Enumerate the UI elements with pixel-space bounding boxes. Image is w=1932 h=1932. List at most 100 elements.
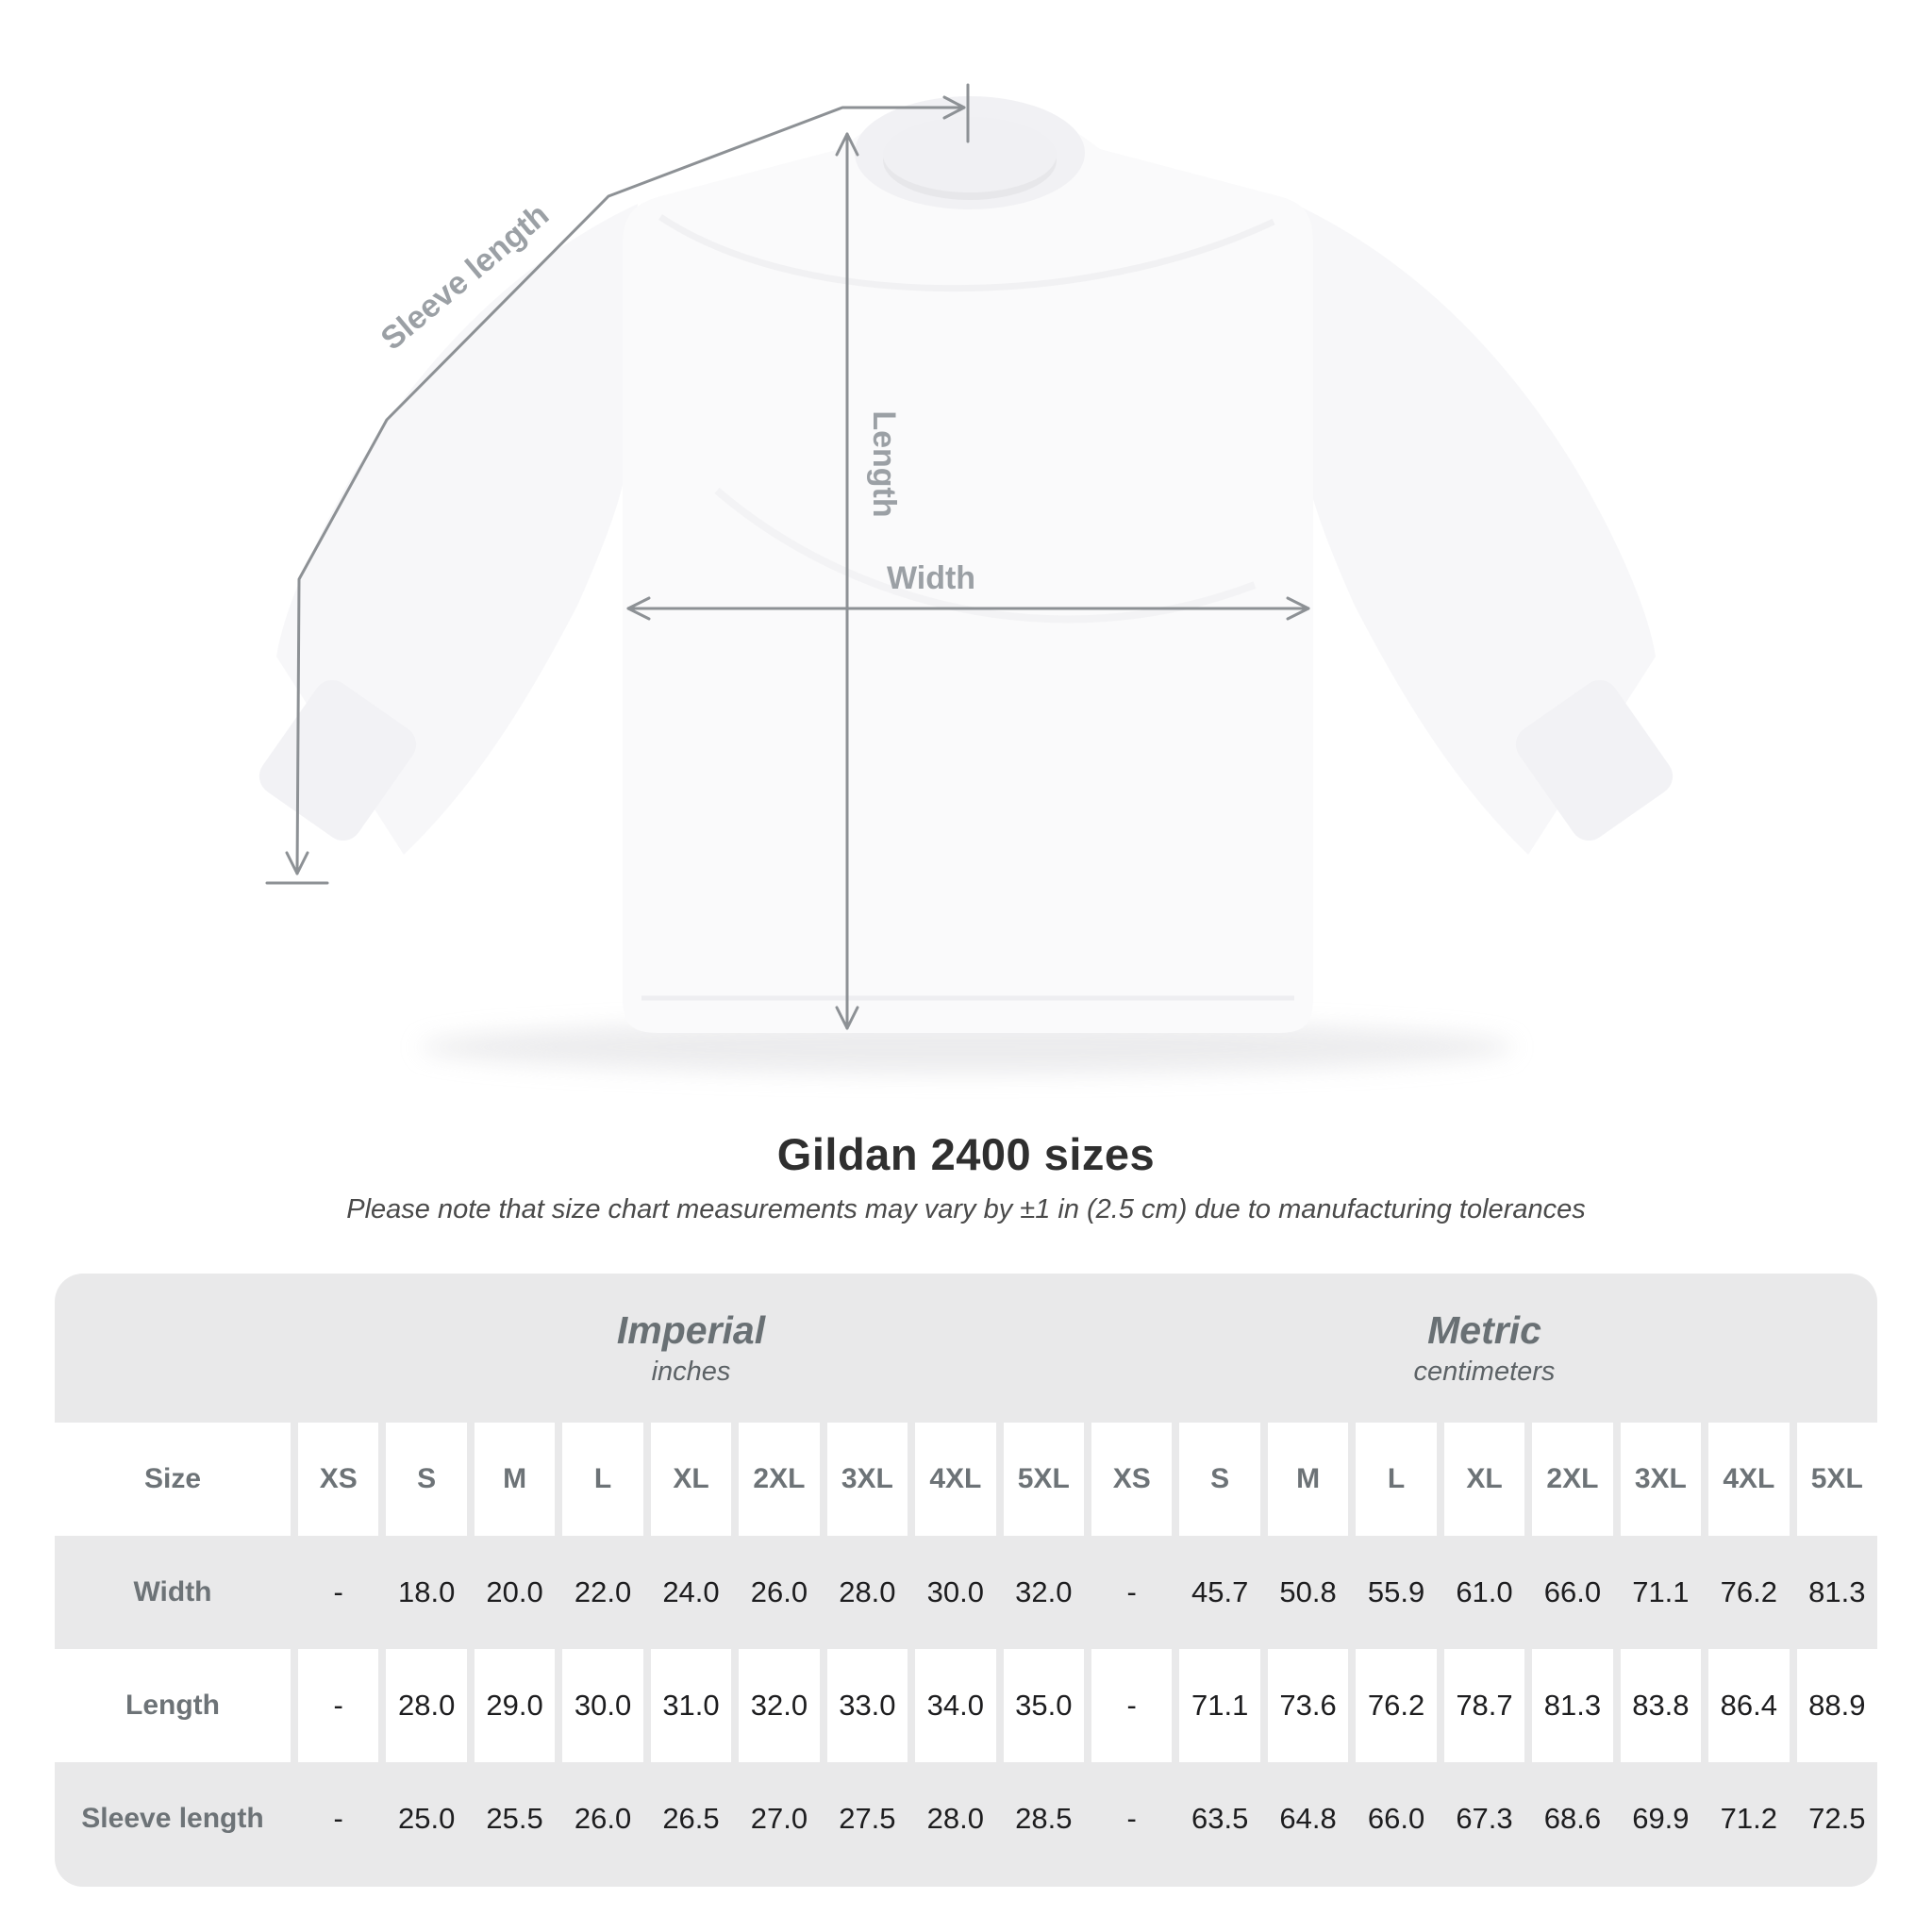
table-row-sleeve-length: Sleeve length - 25.0 25.5 26.0 26.5 27.0 27.5 28…: [55, 1762, 1877, 1875]
metric-value-cell: 76.2: [1720, 1575, 1777, 1608]
size-column-header-metric-3xl: 3XL: [1620, 1423, 1702, 1536]
imperial-value-cell: 30.0: [926, 1575, 984, 1608]
metric-value-cell: 76.2: [1356, 1649, 1437, 1762]
row-label: Width: [133, 1576, 212, 1607]
imperial-value-cell: 25.5: [486, 1802, 543, 1835]
size-column-header-metric-m: M: [1267, 1423, 1349, 1536]
imperial-unit: inches: [651, 1357, 731, 1387]
metric-unit: centimeters: [1413, 1357, 1556, 1387]
metric-value-cell: 83.8: [1620, 1649, 1702, 1762]
size-header-cell: Size: [55, 1423, 291, 1536]
imperial-value-cell: 28.0: [386, 1649, 467, 1762]
metric-value-cell: 66.0: [1543, 1575, 1602, 1608]
imperial-value-cell: 34.0: [915, 1649, 996, 1762]
imperial-value-cell: -: [333, 1802, 343, 1835]
size-column-header-imperial-l: L: [562, 1423, 643, 1536]
shirt-illustration: [258, 96, 1674, 1033]
imperial-value-cell: 30.0: [562, 1649, 643, 1762]
metric-value-cell: 63.5: [1191, 1802, 1249, 1835]
imperial-value-cell: 33.0: [826, 1649, 908, 1762]
metric-value-cell: 67.3: [1456, 1802, 1513, 1835]
imperial-value-cell: 28.0: [926, 1802, 984, 1835]
metric-value-cell: -: [1126, 1802, 1137, 1835]
size-column-header-imperial-xl: XL: [650, 1423, 732, 1536]
shirt-body: [623, 100, 1313, 1033]
metric-value-cell: 45.7: [1191, 1575, 1249, 1608]
metric-value-cell: 64.8: [1279, 1802, 1337, 1835]
imperial-value-cell: 26.0: [750, 1575, 808, 1608]
right-cuff: [1515, 679, 1674, 841]
imperial-value-cell: -: [298, 1649, 379, 1762]
left-sleeve: [276, 204, 638, 855]
width-arrowhead-right: [1286, 596, 1310, 621]
metric-value-cell: 86.4: [1708, 1649, 1790, 1762]
metric-value-cell: 71.2: [1720, 1802, 1777, 1835]
collar-inner: [883, 117, 1057, 192]
chest-crease: [658, 214, 1275, 292]
metric-header: Metric centimeters: [1091, 1274, 1877, 1423]
metric-value-cell: -: [1126, 1575, 1137, 1608]
imperial-value-cell: 27.0: [750, 1802, 808, 1835]
imperial-value-cell: 28.5: [1015, 1802, 1073, 1835]
metric-value-cell: 68.6: [1543, 1802, 1602, 1835]
size-column-header-imperial-4xl: 4XL: [915, 1423, 996, 1536]
tolerance-note: Please note that size chart measurements…: [346, 1194, 1586, 1224]
metric-value-cell: 72.5: [1808, 1802, 1866, 1835]
size-column-header-metric-4xl: 4XL: [1708, 1423, 1790, 1536]
imperial-value-cell: 22.0: [574, 1575, 632, 1608]
imperial-value-cell: 29.0: [474, 1649, 556, 1762]
size-column-header-imperial-xs: XS: [298, 1423, 379, 1536]
unit-header-spacer: [55, 1274, 291, 1423]
width-arrowhead-left: [626, 596, 651, 621]
imperial-value-cell: 27.5: [839, 1802, 896, 1835]
imperial-value-cell: 18.0: [397, 1575, 456, 1608]
imperial-value-cell: 35.0: [1003, 1649, 1084, 1762]
metric-value-cell: 73.6: [1267, 1649, 1349, 1762]
metric-value-cell: 71.1: [1632, 1575, 1690, 1608]
imperial-value-cell: 26.5: [662, 1802, 720, 1835]
imperial-value-cell: 32.0: [1015, 1575, 1073, 1608]
length-label: Length: [866, 410, 902, 517]
size-column-header-imperial-2xl: 2XL: [739, 1423, 820, 1536]
metric-value-cell: 50.8: [1279, 1575, 1337, 1608]
imperial-value-cell: 25.0: [397, 1802, 456, 1835]
metric-value-cell: 69.9: [1632, 1802, 1690, 1835]
size-header-row: Size XS S M L XL 2XL 3XL 4XL 5XL XS S M L XL 2XL 3XL 4XL 5…: [55, 1423, 1877, 1536]
right-sleeve: [1294, 204, 1656, 855]
metric-value-cell: 55.9: [1367, 1575, 1425, 1608]
size-column-header-metric-l: L: [1356, 1423, 1437, 1536]
metric-title: Metric: [1427, 1308, 1541, 1352]
imperial-value-cell: 20.0: [486, 1575, 543, 1608]
size-column-header-imperial-5xl: 5XL: [1003, 1423, 1084, 1536]
imperial-value-cell: 28.0: [839, 1575, 896, 1608]
table-row-width: Width - 18.0 20.0 22.0 24.0 26.0 28.0 30.0 32.0 - 4…: [55, 1536, 1877, 1649]
sleeve-length-arrowhead-top: [942, 95, 966, 120]
table-row-length: Length -28.0 29.0 30.0 31.0 32.0 33.0 34.0 35.0-…: [55, 1649, 1877, 1762]
unit-header-row: Imperial inches Metric centimeters: [55, 1274, 1877, 1423]
shirt-shadow: [420, 1021, 1514, 1074]
metric-value-cell: 81.3: [1532, 1649, 1613, 1762]
page-title: Gildan 2400 sizes: [776, 1129, 1156, 1179]
size-column-header-imperial-s: S: [386, 1423, 467, 1536]
size-column-header-imperial-3xl: 3XL: [826, 1423, 908, 1536]
size-column-header-metric-2xl: 2XL: [1532, 1423, 1613, 1536]
size-column-header-metric-xs: XS: [1091, 1423, 1173, 1536]
metric-value-cell: 81.3: [1808, 1575, 1866, 1608]
width-label: Width: [887, 560, 975, 596]
length-arrowhead-top: [835, 132, 859, 157]
metric-value-cell: 88.9: [1796, 1649, 1877, 1762]
imperial-value-cell: -: [333, 1575, 343, 1608]
measurement-rows: Width - 18.0 20.0 22.0 24.0 26.0 28.0 30.0 32.0 - 4…: [55, 1536, 1877, 1875]
size-column-header-metric-s: S: [1179, 1423, 1260, 1536]
metric-value-cell: 71.1: [1179, 1649, 1260, 1762]
sleeve-length-arrowhead-bottom: [285, 851, 309, 875]
metric-value-cell: -: [1091, 1649, 1173, 1762]
sleeve-length-arrow: [295, 106, 966, 875]
imperial-header: Imperial inches: [298, 1274, 1084, 1423]
metric-value-cell: 66.0: [1367, 1802, 1425, 1835]
shirt-diagram: Sleeve length Length Width: [258, 83, 1674, 1074]
size-column-header-metric-5xl: 5XL: [1796, 1423, 1877, 1536]
metric-value-cell: 78.7: [1443, 1649, 1525, 1762]
size-table: Imperial inches Metric centimeters Size X…: [55, 1274, 1877, 1887]
